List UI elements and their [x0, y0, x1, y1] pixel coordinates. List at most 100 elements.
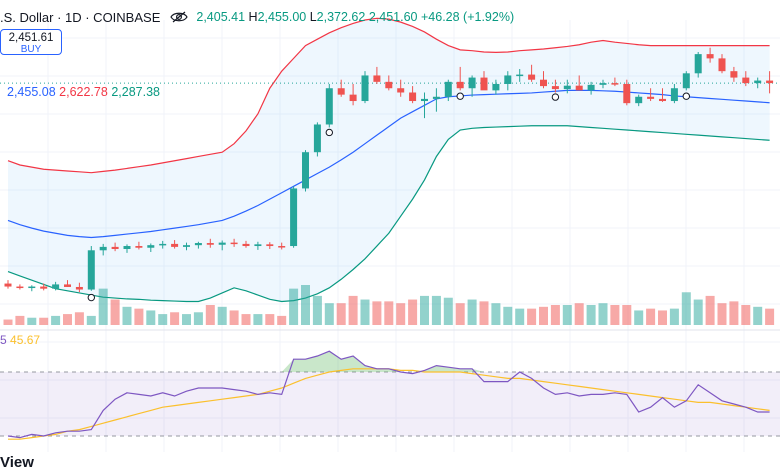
candle-body [349, 94, 357, 102]
candle-body [230, 242, 238, 245]
volume-bar [479, 301, 489, 325]
candle-body [682, 73, 690, 89]
signal-marker [325, 128, 333, 137]
candle-body [694, 54, 702, 74]
volume-bar [122, 306, 132, 325]
candle-body [635, 96, 643, 104]
volume-bar [39, 317, 49, 325]
volume-bar [253, 314, 263, 325]
volume-bar [336, 303, 346, 325]
candle-body [730, 71, 738, 78]
volume-bar [348, 295, 358, 325]
rsi-value: 5 [0, 333, 7, 347]
symbol-title[interactable]: .S. Dollar · 1D · COINBASE [0, 9, 161, 25]
volume-bar [622, 305, 632, 325]
bollinger-legend: 2,455.08 2,622.78 2,287.38 [7, 85, 160, 99]
candle-body [206, 243, 214, 245]
rsi-legend: 5 45.67 [0, 333, 40, 347]
candle-body [111, 246, 119, 250]
candle-body [135, 246, 143, 248]
signal-marker [87, 293, 96, 302]
bb-lower-value: 2,287.38 [111, 85, 160, 99]
candle-body [587, 84, 595, 91]
bb-upper-value: 2,622.78 [59, 85, 108, 99]
buy-price-button[interactable]: 2,451.61 BUY [0, 29, 62, 55]
eye-icon[interactable] [170, 10, 189, 24]
candle-body [313, 124, 321, 153]
candle-body [623, 83, 631, 104]
candle-body [147, 245, 155, 248]
volume-bar [396, 303, 406, 325]
volume-bar [193, 312, 203, 325]
candle-body [171, 243, 179, 247]
candle-body [718, 58, 726, 72]
ohlc-values: 2,405.41 H2,455.00 L2,372.62 2,451.60 +4… [196, 10, 514, 24]
candle-body [456, 81, 464, 89]
candle-body [373, 75, 381, 82]
volume-bar [110, 299, 120, 325]
candle-body [337, 88, 345, 95]
candle-body [159, 243, 167, 246]
open-value: 2,405.41 [196, 10, 246, 24]
candle-body [421, 98, 428, 102]
volume-bar [681, 292, 691, 325]
candle-body [444, 81, 452, 97]
volume-bar [574, 303, 584, 325]
candle-body [194, 243, 202, 246]
candle-body [492, 83, 500, 91]
candle-body [766, 80, 774, 84]
signal-marker [551, 93, 560, 101]
candle-body [754, 80, 762, 84]
candle-body [706, 54, 714, 59]
volume-bar [27, 317, 37, 325]
volume-bar [98, 288, 108, 325]
bollinger-lower-line [7, 125, 770, 303]
candle-body [52, 284, 60, 289]
candle-body [87, 250, 95, 290]
volume-bar [312, 295, 322, 325]
volume-bar [86, 315, 96, 325]
candle-body [218, 242, 226, 245]
volume-bar [324, 303, 334, 325]
volume-bar [74, 312, 84, 325]
volume-bar [443, 297, 453, 325]
candle-body [504, 75, 512, 84]
volume-bar [51, 315, 61, 325]
candle-body [16, 286, 24, 289]
signal-marker [682, 92, 690, 100]
candle-body [647, 96, 655, 99]
volume-bar [134, 308, 144, 325]
candle-body [278, 246, 286, 248]
candle-body [397, 88, 405, 93]
volume-bar [63, 314, 72, 325]
chart-header: .S. Dollar · 1D · COINBASE 2,405.41 H2,4… [0, 6, 514, 28]
high-value: 2,455.00 [257, 10, 307, 24]
candle-body [361, 75, 369, 102]
candle-body [540, 79, 547, 87]
volume-bar [669, 308, 679, 325]
candle-body [242, 243, 250, 247]
volume-bar [360, 299, 370, 325]
candle-body [575, 85, 583, 91]
rsi-line [7, 350, 770, 439]
volume-bar [562, 305, 572, 325]
volume-bar [431, 295, 441, 325]
volume-bar [15, 315, 25, 325]
volume-bar [550, 305, 560, 325]
volume-bar [217, 306, 227, 325]
volume-bar [717, 303, 727, 325]
candle-body [611, 83, 619, 85]
volume-bar [408, 299, 418, 325]
volume-bar [765, 308, 775, 325]
volume-bar [503, 306, 513, 325]
volume-bar [646, 308, 656, 325]
change-value: +46.28 (+1.92%) [420, 10, 515, 24]
candle-body [468, 77, 476, 89]
candle-body [551, 86, 559, 90]
candle-body [75, 286, 83, 290]
candle-body [599, 83, 607, 85]
candle-body [409, 92, 417, 102]
candle-body [516, 74, 524, 77]
volume-bar [229, 310, 239, 325]
